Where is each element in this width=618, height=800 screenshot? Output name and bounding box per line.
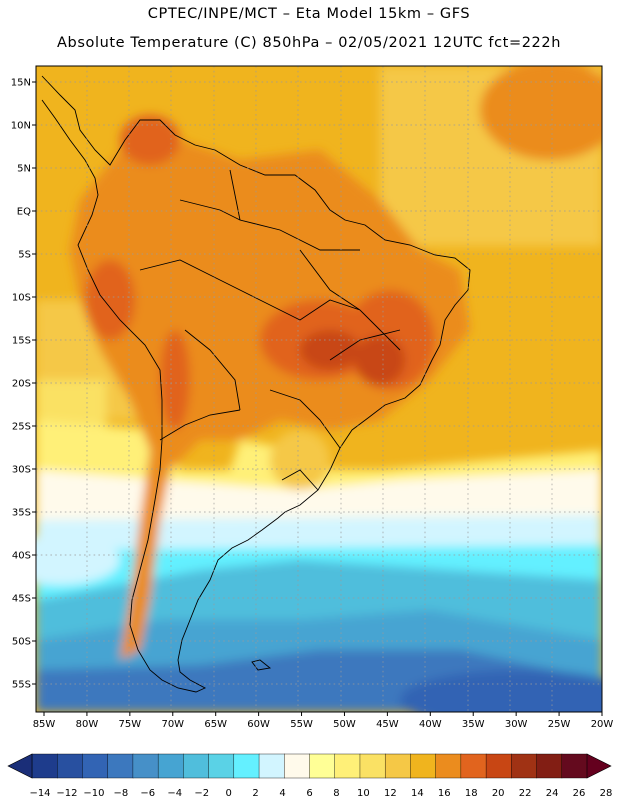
- lat-label: 10N: [11, 121, 31, 132]
- colorbar-label: 4: [279, 788, 285, 799]
- lat-label: 15S: [12, 336, 31, 347]
- coastline-layer: [41, 75, 471, 693]
- lon-label: 80W: [76, 719, 99, 730]
- colorbar-label: 22: [519, 788, 532, 799]
- colorbar-cell: [31, 753, 58, 779]
- lon-label: 55W: [290, 719, 313, 730]
- colorbar-label: −12: [56, 788, 77, 799]
- lon-label: 75W: [119, 719, 142, 730]
- lat-label: 50S: [12, 637, 31, 648]
- colorbar-cell: [536, 753, 563, 779]
- colorbar-cell: [258, 753, 285, 779]
- colorbar-label: −14: [29, 788, 50, 799]
- lon-label: 30W: [505, 719, 528, 730]
- lat-label: 40S: [12, 551, 31, 562]
- lon-label: 70W: [161, 719, 184, 730]
- colorbar-label: 2: [252, 788, 258, 799]
- colorbar-cell: [359, 753, 386, 779]
- colorbar-cell: [435, 753, 462, 779]
- lat-label: 20S: [12, 379, 31, 390]
- lat-label: 5S: [18, 250, 31, 261]
- lat-label: 25S: [12, 422, 31, 433]
- title-line-1: CPTEC/INPE/MCT – Eta Model 15km – GFS: [147, 6, 471, 22]
- colorbar-label: 14: [411, 788, 424, 799]
- colorbar-cell: [208, 753, 235, 779]
- colorbar-label: −8: [113, 788, 128, 799]
- lat-label: EQ: [17, 207, 31, 218]
- colorbar-cell: [511, 753, 538, 779]
- lon-label: 85W: [33, 719, 56, 730]
- lon-label: 25W: [548, 719, 571, 730]
- colorbar-cell: [460, 753, 487, 779]
- lon-label: 60W: [247, 719, 270, 730]
- lat-label: 35S: [12, 508, 31, 519]
- axis-ticks: [32, 81, 603, 716]
- colorbar-label: 12: [384, 788, 397, 799]
- colorbar-label: 28: [600, 788, 613, 799]
- colorbar-label: −10: [83, 788, 104, 799]
- colorbar: −14 −12 −10 −8 −6 −4 −2 0 2 4 6 8 10 12 14 16 18 20 22 24 26…: [7, 753, 612, 799]
- colorbar-labels: −14 −12 −10 −8 −6 −4 −2 0 2 4 6 8 10 12 14 16 18 20 22 24 26…: [29, 788, 612, 799]
- colorbar-label: 10: [357, 788, 370, 799]
- colorbar-label: 16: [438, 788, 451, 799]
- colorbar-label: −2: [194, 788, 209, 799]
- lat-label: 55S: [12, 680, 31, 691]
- lat-label: 15N: [11, 78, 31, 89]
- colorbar-cell: [284, 753, 311, 779]
- colorbar-cells: [31, 753, 588, 779]
- lat-label: 45S: [12, 594, 31, 605]
- map-frame: [35, 65, 603, 713]
- colorbar-label: −4: [167, 788, 182, 799]
- colorbar-cell: [157, 753, 184, 779]
- colorbar-label: 20: [492, 788, 505, 799]
- lat-label: 10S: [12, 293, 31, 304]
- colorbar-cell: [561, 753, 588, 779]
- colorbar-cell: [82, 753, 109, 779]
- colorbar-cell: [384, 753, 411, 779]
- colorbar-cell: [233, 753, 260, 779]
- colorbar-cell: [57, 753, 83, 779]
- lon-label: 35W: [462, 719, 485, 730]
- colorbar-label: −6: [140, 788, 155, 799]
- latitude-labels: 15N 10N 5N EQ 5S 10S 15S 20S 25S 30S 35S 40S 45S 50S 5…: [11, 78, 31, 691]
- colorbar-cell: [183, 753, 210, 779]
- colorbar-label: 18: [465, 788, 478, 799]
- colorbar-cell: [132, 753, 159, 779]
- colorbar-cell: [334, 753, 361, 779]
- colorbar-cell: [485, 753, 512, 779]
- lon-label: 50W: [333, 719, 356, 730]
- lon-label: 40W: [419, 719, 442, 730]
- colorbar-label: 0: [225, 788, 231, 799]
- lon-label: 65W: [204, 719, 227, 730]
- colorbar-label: 24: [546, 788, 559, 799]
- lat-label: 30S: [12, 465, 31, 476]
- longitude-labels: 85W 80W 75W 70W 65W 60W 55W 50W 45W 40W 35W 30W 25W 2…: [33, 719, 614, 730]
- graticule: [36, 66, 602, 712]
- lon-label: 45W: [376, 719, 399, 730]
- colorbar-label: 8: [333, 788, 339, 799]
- colorbar-arrow-right: [586, 753, 612, 779]
- colorbar-cell: [309, 753, 336, 779]
- lat-label: 5N: [17, 164, 31, 175]
- title-line-2: Absolute Temperature (C) 850hPa – 02/05/…: [57, 35, 561, 51]
- colorbar-cell: [107, 753, 134, 779]
- temperature-field: [36, 66, 602, 712]
- colorbar-label: 6: [306, 788, 312, 799]
- lon-label: 20W: [591, 719, 614, 730]
- colorbar-cell: [410, 753, 437, 779]
- colorbar-label: 26: [573, 788, 586, 799]
- colorbar-arrow-left: [7, 753, 33, 779]
